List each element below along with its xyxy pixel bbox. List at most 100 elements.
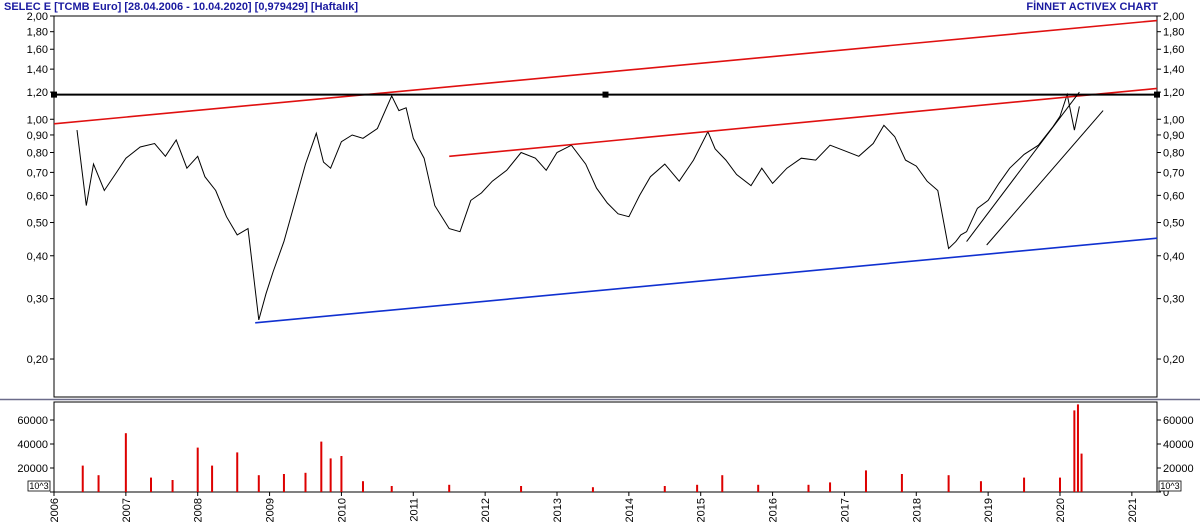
price-ytick-label-right: 1,40 bbox=[1163, 64, 1184, 76]
level-line-handle bbox=[1154, 91, 1160, 98]
volume-unit-box bbox=[1158, 480, 1182, 492]
volume-bar bbox=[591, 487, 594, 492]
volume-ytick-label-right: 40000 bbox=[1163, 439, 1194, 451]
volume-bar bbox=[663, 486, 666, 492]
xtick-label: 2007 bbox=[121, 498, 133, 522]
level-line-handle bbox=[51, 91, 57, 98]
volume-bar bbox=[947, 475, 950, 492]
volume-bar bbox=[520, 486, 523, 492]
xtick-label: 2008 bbox=[193, 498, 205, 522]
xtick-label: 2014 bbox=[624, 498, 636, 522]
volume-bar bbox=[196, 447, 199, 492]
xtick-label: 2009 bbox=[265, 498, 277, 522]
level-line-handle bbox=[602, 91, 609, 98]
volume-bar bbox=[1073, 410, 1076, 492]
volume-unit-label: 10^3 bbox=[1160, 481, 1179, 491]
xtick-label: 2006 bbox=[49, 498, 61, 522]
volume-bar bbox=[448, 484, 451, 492]
price-ytick-label-left: 2,00 bbox=[27, 11, 48, 23]
volume-bar bbox=[150, 477, 153, 492]
trendline-red bbox=[53, 19, 1158, 125]
price-ytick-label-left: 0,40 bbox=[27, 251, 48, 263]
xtick-label: 2015 bbox=[696, 498, 708, 522]
price-ytick-label-right: 0,30 bbox=[1163, 294, 1184, 306]
price-ytick-label-left: 0,20 bbox=[27, 354, 48, 366]
price-ytick-label-left: 0,50 bbox=[27, 218, 48, 230]
price-ytick-label-left: 0,70 bbox=[27, 167, 48, 179]
trendlines bbox=[51, 19, 1160, 324]
price-ytick-label-left: 0,90 bbox=[27, 130, 48, 142]
volume-bar bbox=[236, 452, 239, 492]
volume-bar bbox=[340, 456, 343, 492]
price-ytick-label-right: 0,40 bbox=[1163, 251, 1184, 263]
price-ytick-label-left: 0,80 bbox=[27, 148, 48, 160]
price-ytick-label-left: 1,00 bbox=[27, 114, 48, 126]
price-ytick-label-right: 0,60 bbox=[1163, 190, 1184, 202]
trendline-black bbox=[966, 91, 1080, 242]
volume-bar bbox=[390, 486, 393, 492]
volume-bar bbox=[124, 433, 127, 492]
price-ytick-label-right: 0,50 bbox=[1163, 218, 1184, 230]
volume-unit-label: 10^3 bbox=[29, 481, 48, 491]
xtick-label: 2017 bbox=[839, 498, 851, 522]
volume-bar bbox=[1023, 477, 1026, 492]
volume-ytick-label-left: 20000 bbox=[17, 463, 48, 475]
volume-bar bbox=[829, 482, 832, 492]
price-ytick-label-right: 1,20 bbox=[1163, 87, 1184, 99]
volume-bar bbox=[1058, 477, 1061, 492]
volume-bar bbox=[1080, 453, 1083, 492]
volume-bar bbox=[696, 484, 699, 492]
price-ytick-label-right: 0,90 bbox=[1163, 130, 1184, 142]
price-ytick-label-left: 0,60 bbox=[27, 190, 48, 202]
price-ytick-label-left: 1,80 bbox=[27, 27, 48, 39]
volume-bar bbox=[257, 475, 260, 492]
volume-bar bbox=[757, 484, 760, 492]
volume-bar bbox=[97, 475, 100, 492]
volume-panel bbox=[81, 404, 1083, 492]
volume-ytick-label-right: 20000 bbox=[1163, 463, 1194, 475]
price-panel-frame bbox=[53, 15, 1158, 398]
price-ytick-label-right: 0,20 bbox=[1163, 354, 1184, 366]
xtick-label: 2020 bbox=[1055, 498, 1067, 522]
trendline-black bbox=[986, 110, 1104, 246]
price-ytick-label-left: 1,60 bbox=[27, 44, 48, 56]
price-ytick-label-right: 0,70 bbox=[1163, 167, 1184, 179]
volume-ytick-label-right: 0 bbox=[1163, 487, 1169, 499]
volume-bar bbox=[329, 458, 332, 492]
volume-panel-frame bbox=[53, 401, 1158, 493]
price-ytick-label-left: 0,30 bbox=[27, 294, 48, 306]
price-ytick-label-right: 0,80 bbox=[1163, 148, 1184, 160]
volume-bar bbox=[361, 481, 364, 492]
volume-unit-box bbox=[27, 480, 51, 492]
volume-ytick-label-left: 40000 bbox=[17, 439, 48, 451]
volume-ytick-label-right: 60000 bbox=[1163, 415, 1194, 427]
volume-bar bbox=[81, 465, 84, 492]
xtick-label: 2021 bbox=[1127, 498, 1139, 522]
trendline-blue bbox=[255, 237, 1158, 324]
price-ytick-label-right: 1,60 bbox=[1163, 44, 1184, 56]
volume-bar bbox=[304, 472, 307, 492]
xtick-label: 2019 bbox=[983, 498, 995, 522]
chart-header-title: SELEC E [TCMB Euro] [28.04.2006 - 10.04.… bbox=[4, 1, 358, 13]
volume-bar bbox=[171, 480, 174, 492]
volume-bar bbox=[864, 470, 867, 492]
volume-bar bbox=[979, 481, 982, 492]
price-ytick-label-left: 1,40 bbox=[27, 64, 48, 76]
price-ytick-label-right: 1,00 bbox=[1163, 114, 1184, 126]
trendline-red bbox=[449, 87, 1158, 158]
xtick-label: 2018 bbox=[911, 498, 923, 522]
xtick-label: 2010 bbox=[336, 498, 348, 522]
xtick-label: 2016 bbox=[768, 498, 780, 522]
price-ytick-label-right: 2,00 bbox=[1163, 11, 1184, 23]
volume-bar bbox=[211, 465, 214, 492]
volume-bar bbox=[1076, 404, 1079, 492]
chart-header-brand: FİNNET ACTIVEX CHART bbox=[1026, 1, 1158, 13]
xtick-label: 2013 bbox=[552, 498, 564, 522]
price-ytick-label-right: 1,80 bbox=[1163, 27, 1184, 39]
volume-bar bbox=[320, 441, 323, 492]
volume-ytick-label-left: 60000 bbox=[17, 415, 48, 427]
volume-bar bbox=[900, 474, 903, 492]
price-panel bbox=[76, 92, 1080, 321]
xtick-label: 2012 bbox=[480, 498, 492, 522]
